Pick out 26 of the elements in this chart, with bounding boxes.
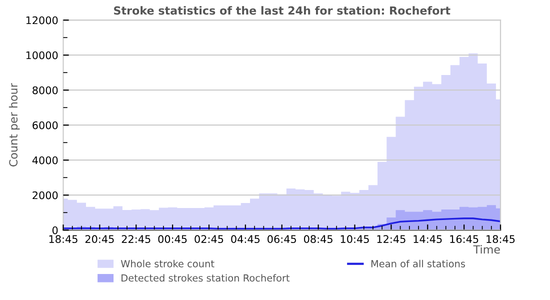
x-tick-label: 16:45 [450, 235, 478, 244]
legend-label: Mean of all stations [371, 260, 466, 268]
x-tick-label: 12:45 [377, 235, 406, 244]
chart-title: Stroke statistics of the last 24h for station: Rochefort [114, 6, 450, 15]
x-tick-label: 06:45 [268, 235, 296, 244]
legend-label: Detected strokes station Rochefort [122, 274, 290, 282]
y-tick-label: 2000 [32, 191, 58, 200]
y-tick-label: 4000 [32, 156, 58, 164]
x-tick-label: 22:45 [122, 235, 150, 244]
x-tick-label: 08:45 [304, 235, 332, 244]
x-tick-label: 10:45 [340, 235, 369, 244]
x-tick-label: 20:45 [85, 235, 114, 244]
x-tick-label: 18:45 [49, 235, 78, 244]
y-tick-label: 8000 [32, 86, 58, 94]
legend-label: Whole stroke count [120, 260, 214, 268]
x-tick-label: 02:45 [194, 235, 224, 244]
x-axis-title: Time [473, 245, 500, 254]
y-tick-label: 12000 [26, 16, 58, 24]
x-tick-label: 04:45 [231, 235, 260, 244]
x-tick-label: 00:45 [158, 235, 187, 244]
x-tick-label: 18:45 [486, 235, 515, 244]
y-tick-label: 0 [52, 226, 58, 234]
y-axis-title: Count per hour [8, 83, 20, 166]
y-tick-label: 6000 [32, 121, 58, 130]
y-tick-label: 10000 [26, 51, 58, 60]
x-tick-label: 14:45 [414, 235, 442, 244]
